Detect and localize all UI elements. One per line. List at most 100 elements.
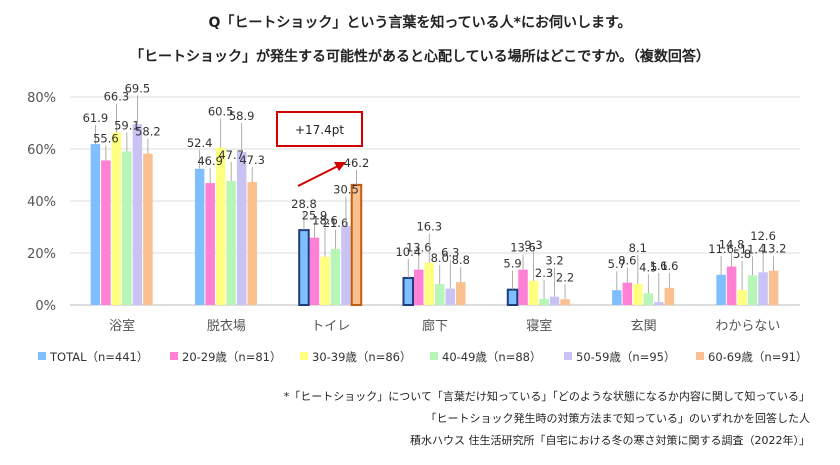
data-label: 60.5: [208, 105, 234, 119]
category-label: わからない: [715, 319, 780, 334]
bar: [424, 262, 434, 305]
data-label: 69.5: [125, 81, 151, 95]
y-tick-label: 40%: [27, 195, 56, 210]
legend-label: 40-49歳（n=88）: [442, 350, 541, 364]
data-label: 59.1: [114, 118, 140, 132]
bar: [330, 248, 341, 305]
bar: [236, 151, 247, 305]
footnote-line2: 「ヒートショック発生時の対策方法まで知っている」のいずれかを回答した人: [425, 412, 810, 425]
y-tick-label: 20%: [27, 247, 56, 262]
data-label: 5.9: [503, 257, 521, 271]
data-label: 55.6: [93, 131, 119, 145]
legend-label: 30-39歳（n=86）: [312, 350, 411, 364]
data-label: 46.2: [344, 156, 370, 170]
chart-title-line1: Q「ヒートショック」という言葉を知っている人*にお伺いします。: [208, 15, 632, 31]
bar: [747, 275, 758, 305]
data-label: 52.4: [187, 136, 213, 150]
bar: [643, 293, 654, 305]
bar: [320, 256, 330, 305]
category-label: 玄関: [631, 319, 657, 334]
data-label: 46.9: [197, 154, 223, 168]
bar: [194, 168, 205, 305]
bar: [518, 269, 528, 305]
bar: [403, 277, 413, 305]
data-label: 13.6: [510, 241, 536, 255]
data-label: 58.9: [229, 109, 255, 123]
bar: [560, 299, 570, 305]
bars: [90, 124, 779, 307]
legend-swatch: [300, 352, 308, 360]
bar: [768, 270, 779, 305]
bar: [247, 182, 257, 305]
category-label: 廊下: [422, 318, 448, 334]
bar: [633, 283, 643, 305]
data-label: 2.2: [556, 270, 574, 284]
data-label: 18.6: [312, 214, 338, 228]
bar: [539, 299, 549, 305]
bar: [205, 183, 215, 305]
data-label: 5.8: [733, 247, 751, 261]
data-label: 58.2: [135, 125, 161, 139]
y-axis: 0% 20% 40% 60% 80%: [27, 91, 56, 314]
data-label: 1.1: [650, 259, 668, 273]
data-label: 10.4: [395, 245, 421, 259]
y-tick-label: 0%: [35, 299, 56, 314]
legend-swatch: [696, 352, 704, 360]
bar: [299, 230, 309, 305]
data-label: 8.0: [431, 251, 449, 265]
bar: [664, 287, 675, 305]
y-tick-label: 60%: [27, 143, 56, 158]
annotation: +17.4pt: [276, 111, 363, 187]
bar: [111, 132, 122, 305]
bar: [726, 266, 737, 305]
data-label: 47.7: [218, 148, 244, 162]
category-label: 脱衣場: [207, 318, 246, 334]
bar: [341, 225, 351, 305]
category-label: トイレ: [311, 319, 350, 334]
category-label: 寝室: [526, 318, 552, 334]
bar: [435, 284, 445, 305]
data-label: 47.3: [239, 153, 265, 167]
bar: [622, 282, 633, 305]
data-label: 11.6: [708, 242, 734, 256]
data-label: 9.3: [524, 238, 542, 252]
category-label: 浴室: [109, 318, 135, 334]
legend-swatch: [564, 352, 572, 360]
annotation-arrow: [297, 164, 341, 187]
data-label: 2.3: [535, 266, 553, 280]
legend-swatch: [38, 352, 46, 360]
bar: [132, 124, 143, 305]
legend-label: TOTAL（n=441）: [49, 350, 148, 364]
data-label: 14.8: [719, 238, 745, 252]
data-label: 8.6: [618, 254, 636, 268]
bar: [351, 184, 362, 305]
data-label: 30.5: [333, 183, 359, 197]
data-label: 4.5: [639, 260, 657, 274]
source-note: 積水ハウス 住生活研究所「自宅における冬の寒さ対策に関する調査（2022年）」: [410, 434, 810, 447]
data-label: 8.1: [629, 241, 647, 255]
bar: [215, 147, 226, 305]
data-label: 13.2: [761, 242, 787, 256]
data-label: 3.2: [545, 254, 563, 268]
bar: [90, 144, 101, 305]
bar: [143, 153, 153, 305]
footnote-line1: *「ヒートショック」について「言葉だけ知っている」「どのような状態になるか内容に…: [283, 390, 810, 403]
legend: TOTAL（n=441） 20-29歳（n=81） 30-39歳（n=86） 40-4…: [38, 350, 807, 364]
bar: [445, 288, 455, 305]
legend-label: 60-69歳（n=91）: [708, 350, 807, 364]
bar: [612, 290, 622, 305]
bar: [414, 269, 424, 305]
bar: [122, 151, 132, 305]
data-label: 28.8: [291, 197, 317, 211]
data-label: 5.7: [608, 257, 626, 271]
annotation-box: [276, 111, 363, 147]
arrowhead: [334, 162, 346, 171]
chart-title-line2: 「ヒートショック」が発生する可能性があると心配している場所はどこですか。（複数回…: [130, 49, 710, 65]
data-label: 13.6: [406, 241, 432, 255]
data-label: 61.9: [83, 111, 109, 125]
bar: [507, 289, 518, 305]
legend-swatch: [170, 352, 178, 360]
data-label: 66.3: [104, 90, 130, 104]
category-labels: 浴室 脱衣場 トイレ 廊下 寝室 玄関 わからない: [109, 318, 780, 334]
